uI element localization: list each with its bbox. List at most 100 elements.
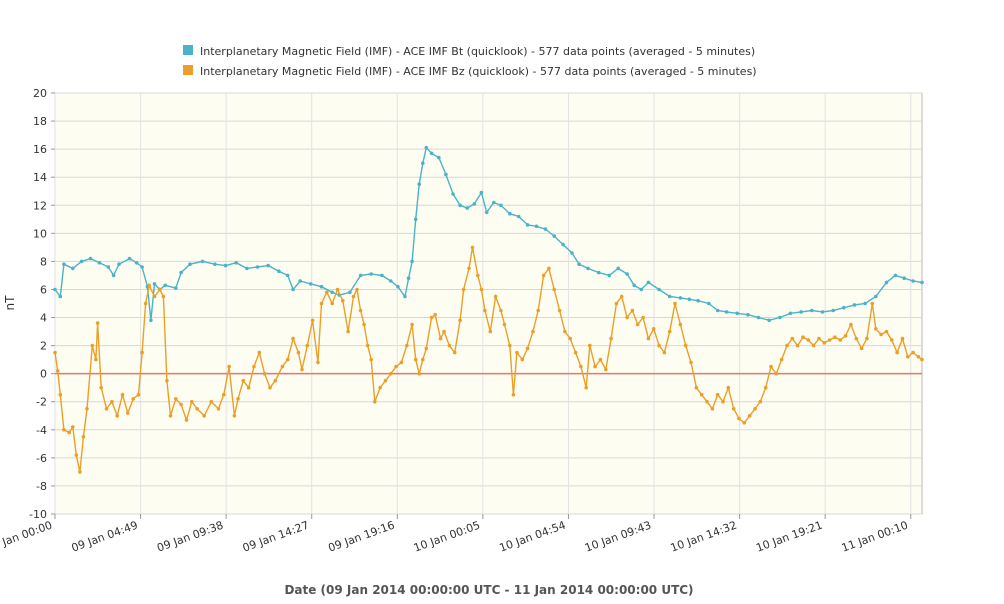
- data-point-bz: [795, 343, 800, 348]
- data-point-bz: [305, 343, 310, 348]
- data-point-bt: [369, 272, 374, 276]
- data-point-bt: [657, 287, 661, 292]
- data-point-bt: [639, 287, 644, 292]
- data-point-bz: [362, 322, 366, 327]
- data-point-bz: [737, 416, 741, 421]
- legend-label-bz[interactable]: Interplanetary Magnetic Field (IMF) - AC…: [200, 65, 757, 78]
- data-point-bz: [410, 322, 414, 327]
- data-point-bz: [667, 329, 672, 334]
- data-point-bz: [520, 357, 525, 362]
- data-point-bz: [483, 308, 487, 313]
- data-point-bz: [325, 290, 329, 295]
- data-point-bz: [147, 283, 151, 288]
- data-point-bz: [657, 343, 661, 348]
- data-point-bt: [525, 223, 530, 227]
- data-point-bt: [200, 259, 205, 264]
- data-point-bz: [174, 397, 178, 401]
- data-point-bz: [604, 367, 608, 372]
- data-point-bz: [55, 369, 60, 373]
- data-point-bz: [726, 385, 731, 390]
- data-point-bz: [630, 308, 635, 313]
- data-point-bz: [879, 332, 883, 337]
- data-point-bz: [552, 287, 556, 292]
- data-point-bt: [389, 279, 393, 283]
- data-point-bz: [53, 350, 57, 355]
- data-point-bt: [62, 262, 66, 267]
- data-point-bt: [79, 259, 84, 264]
- data-point-bz: [421, 357, 425, 362]
- data-point-bz: [405, 343, 409, 348]
- y-tick-label: 16: [33, 143, 47, 156]
- data-point-bz: [747, 414, 752, 418]
- data-point-bt: [902, 276, 906, 281]
- data-point-bz: [296, 350, 301, 355]
- data-point-bz: [890, 338, 894, 342]
- data-point-bt: [106, 265, 111, 269]
- data-point-bz: [81, 435, 86, 439]
- data-point-bz: [790, 336, 795, 341]
- data-point-bz: [470, 245, 475, 250]
- data-point-bz: [74, 453, 79, 457]
- data-point-bz: [467, 266, 471, 271]
- data-point-bt: [140, 265, 144, 269]
- data-point-bz: [94, 357, 98, 362]
- x-axis: 09 Jan 00:00 09 Jan 04:49 09 Jan 09:38 09 J…: [0, 514, 912, 555]
- data-point-bz: [300, 367, 304, 372]
- y-tick-label: 18: [33, 115, 47, 128]
- data-point-bz: [165, 378, 169, 383]
- data-point-bt: [417, 182, 422, 186]
- data-point-bz: [843, 334, 848, 338]
- data-point-bz: [884, 329, 889, 334]
- y-tick-label: 20: [33, 87, 47, 100]
- data-point-bt: [492, 200, 496, 205]
- data-point-bt: [484, 210, 489, 215]
- x-tick-label: 10 Jan 04:54: [498, 519, 568, 555]
- data-point-bz: [232, 414, 237, 418]
- data-point-bz: [246, 385, 251, 390]
- data-point-bz: [646, 336, 651, 341]
- y-tick-label: 0: [40, 368, 47, 381]
- data-point-bz: [458, 318, 462, 323]
- data-point-bz: [541, 273, 546, 278]
- data-point-bz: [67, 430, 71, 435]
- legend-label-bt[interactable]: Interplanetary Magnetic Field (IMF) - AC…: [200, 45, 755, 58]
- data-point-bt: [429, 151, 434, 156]
- data-point-bt: [570, 251, 574, 255]
- data-point-bz: [635, 322, 640, 327]
- data-point-bz: [689, 360, 693, 365]
- data-point-bz: [694, 385, 699, 390]
- data-point-bt: [499, 203, 503, 208]
- data-point-bt: [223, 263, 228, 268]
- data-point-bt: [746, 312, 750, 317]
- data-point-bt: [715, 308, 720, 313]
- data-point-bz: [827, 338, 832, 342]
- data-point-bz: [900, 336, 905, 341]
- data-point-bz: [476, 273, 480, 278]
- data-point-bt: [810, 308, 814, 313]
- data-point-bz: [429, 315, 434, 320]
- y-tick-label: 6: [40, 283, 47, 296]
- data-point-bt: [149, 318, 153, 323]
- data-point-bt: [842, 305, 846, 310]
- y-tick-label: 8: [40, 255, 47, 268]
- data-point-bz: [95, 321, 100, 325]
- data-point-bt: [255, 265, 260, 269]
- data-point-bz: [158, 287, 162, 292]
- data-point-bz: [126, 411, 130, 415]
- data-point-bt: [625, 272, 629, 276]
- data-point-bt: [586, 266, 590, 271]
- data-point-bt: [472, 202, 477, 206]
- data-point-bz: [479, 287, 484, 292]
- data-point-bt: [458, 203, 462, 208]
- data-point-bz: [536, 308, 540, 313]
- data-point-bz: [854, 336, 859, 341]
- data-point-bz: [71, 425, 75, 429]
- data-point-bz: [351, 294, 356, 299]
- data-point-bz: [673, 301, 677, 306]
- data-point-bz: [742, 421, 747, 425]
- data-point-bt: [245, 266, 249, 271]
- data-point-bt: [213, 262, 217, 267]
- data-point-bt: [127, 256, 132, 261]
